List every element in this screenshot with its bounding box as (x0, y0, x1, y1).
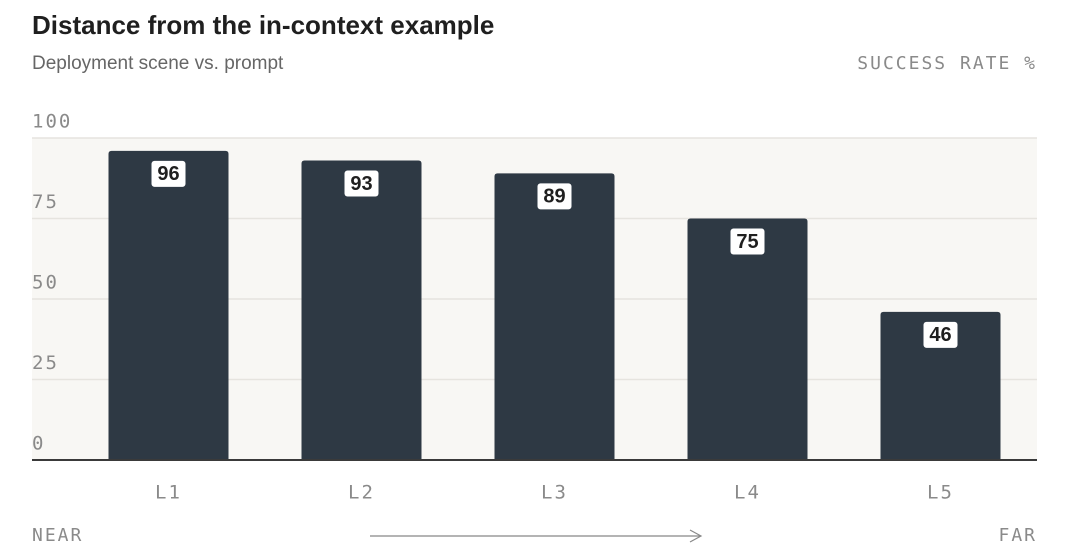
y-tick-label: 50 (32, 272, 59, 294)
x-tick-label: L5 (927, 482, 954, 504)
x-tick-label: L4 (734, 482, 761, 504)
bar (687, 218, 808, 460)
value-label-box (344, 170, 379, 197)
arrow-head (689, 529, 703, 543)
y-tick-label: 0 (32, 433, 45, 455)
x-tick-label: L3 (541, 482, 568, 504)
x-tick-label: L1 (155, 482, 182, 504)
value-label-box (151, 160, 186, 187)
value-label: 93 (350, 173, 372, 195)
value-label-box (537, 183, 572, 210)
value-label: 75 (736, 231, 758, 253)
bar (301, 160, 422, 461)
y-tick-label: 75 (32, 191, 59, 213)
chart-title: Distance from the in-context example (32, 10, 494, 40)
near-label: NEAR (32, 525, 83, 546)
y-tick-label: 25 (32, 352, 59, 374)
value-label: 89 (543, 186, 565, 208)
x-tick-label: L2 (348, 482, 375, 504)
value-label-box (923, 321, 958, 348)
bar (880, 311, 1001, 460)
y-axis-label: SUCCESS RATE % (857, 53, 1037, 74)
bar (108, 150, 229, 460)
value-label: 96 (157, 163, 179, 185)
far-label: FAR (998, 525, 1037, 546)
y-tick-label: 100 (32, 111, 72, 133)
value-label-box (730, 228, 765, 255)
chart-subtitle: Deployment scene vs. prompt (32, 53, 284, 74)
value-label: 46 (929, 324, 951, 346)
bar (494, 173, 615, 461)
